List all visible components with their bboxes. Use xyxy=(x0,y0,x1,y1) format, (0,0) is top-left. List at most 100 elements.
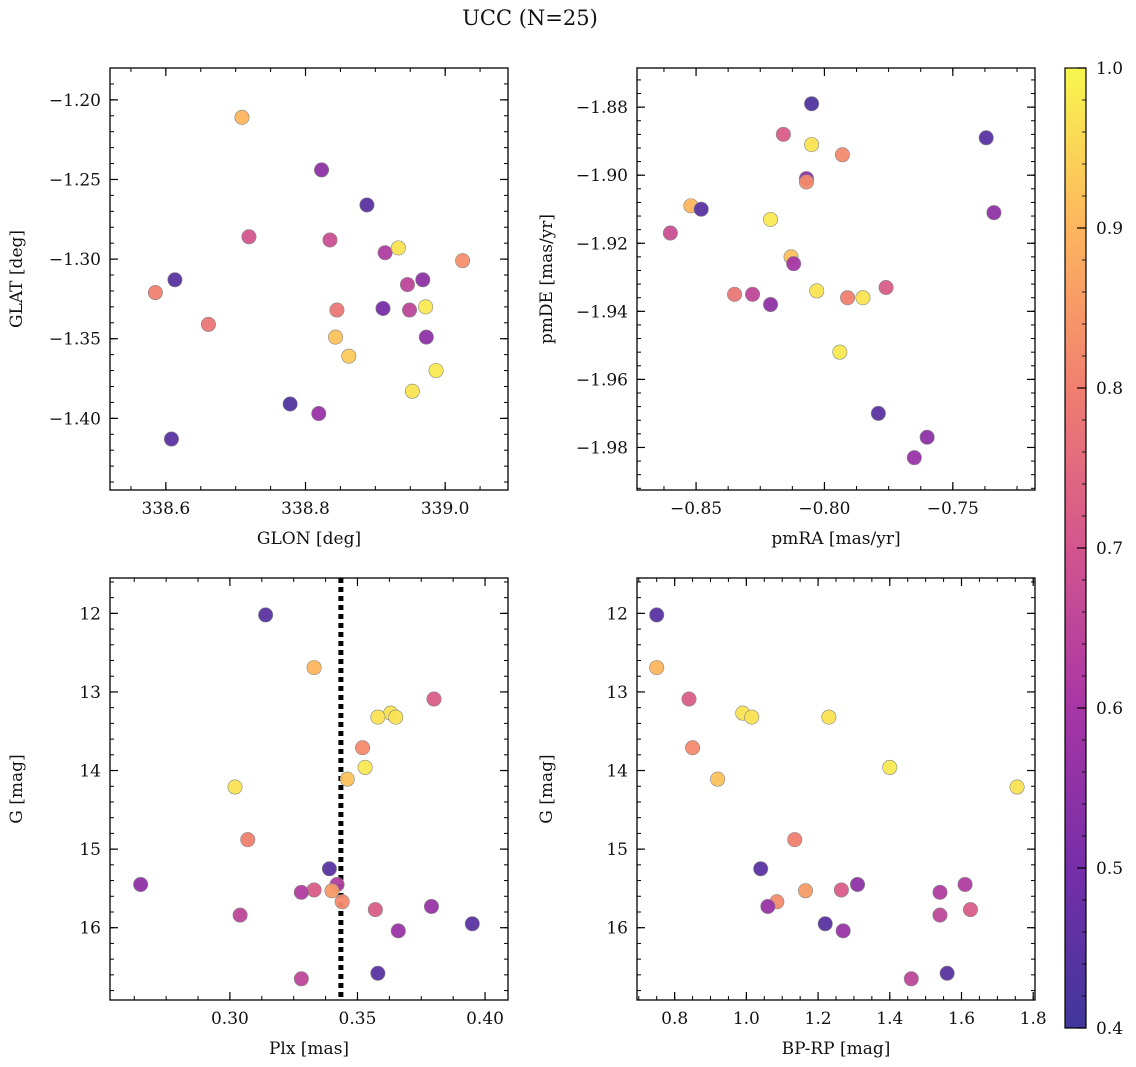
x-tick-label: 0.40 xyxy=(466,1009,504,1029)
data-point xyxy=(377,245,393,261)
data-point xyxy=(390,240,406,256)
y-tick-label: −1.92 xyxy=(576,234,628,254)
data-point xyxy=(464,916,480,932)
data-point xyxy=(306,882,322,898)
data-point xyxy=(399,277,415,293)
data-point xyxy=(787,832,803,848)
data-point xyxy=(962,902,978,918)
data-point xyxy=(359,197,375,213)
y-tick-label: 15 xyxy=(79,840,101,860)
y-tick-label: 12 xyxy=(79,604,101,624)
y-axis-label: GLAT [deg] xyxy=(7,230,27,328)
data-point xyxy=(339,771,355,787)
axes-frame xyxy=(636,67,1036,491)
data-point xyxy=(329,302,345,318)
data-point xyxy=(832,344,848,360)
data-point xyxy=(744,709,760,725)
x-axis-label: Plx [mas] xyxy=(269,1039,349,1059)
data-point xyxy=(882,759,898,775)
x-tick-label: 1.4 xyxy=(876,1009,903,1029)
data-point xyxy=(341,348,357,364)
data-point xyxy=(727,286,743,302)
data-point xyxy=(258,607,274,623)
data-point xyxy=(311,406,327,422)
data-point xyxy=(375,300,391,316)
data-point xyxy=(840,290,856,306)
y-tick-label: −1.98 xyxy=(576,438,628,458)
x-tick-label: 0.30 xyxy=(211,1009,249,1029)
data-point xyxy=(370,965,386,981)
data-point xyxy=(850,876,866,892)
y-tick-label: 12 xyxy=(606,604,628,624)
data-point xyxy=(388,709,404,725)
y-tick-label: −1.25 xyxy=(49,170,101,190)
colorbar-tick-label: 1.0 xyxy=(1096,59,1123,79)
data-point xyxy=(804,137,820,153)
data-point xyxy=(775,126,791,142)
data-point xyxy=(404,383,420,399)
panel-plx-g: 0.30 0.35 0.40 12 13 14 15 16 Plx [mas] G [mag] xyxy=(7,577,509,1059)
data-point xyxy=(978,130,994,146)
data-point xyxy=(328,329,344,345)
x-tick-label: 339.0 xyxy=(421,499,470,519)
colorbar: 0.4 0.5 0.6 0.7 0.8 0.9 1.0 xyxy=(1064,59,1123,1039)
data-point xyxy=(200,316,216,332)
data-point xyxy=(241,229,257,245)
data-point xyxy=(957,876,973,892)
x-axis-label: BP-RP [mag] xyxy=(782,1039,891,1059)
axes-frame xyxy=(109,67,509,491)
data-point xyxy=(649,607,665,623)
data-point xyxy=(786,256,802,272)
data-point xyxy=(293,971,309,987)
data-point xyxy=(322,232,338,248)
x-axis-label: GLON [deg] xyxy=(257,529,361,549)
data-point xyxy=(681,691,697,707)
data-point xyxy=(418,329,434,345)
data-point xyxy=(693,201,709,217)
data-point xyxy=(232,907,248,923)
y-tick-label: 16 xyxy=(606,919,628,939)
y-tick-label: 14 xyxy=(79,762,101,782)
data-point xyxy=(306,660,322,676)
data-point xyxy=(357,759,373,775)
colorbar-tick-label: 0.6 xyxy=(1096,699,1123,719)
data-point xyxy=(798,883,814,899)
data-point xyxy=(745,286,761,302)
y-tick-label: −1.40 xyxy=(49,409,101,429)
data-point xyxy=(763,297,779,313)
x-tick-label: 1.6 xyxy=(948,1009,975,1029)
data-point xyxy=(240,832,256,848)
data-point xyxy=(415,272,431,288)
y-axis-label: pmDE [mas/yr] xyxy=(537,214,557,344)
x-tick-label: −0.75 xyxy=(927,499,979,519)
data-point xyxy=(753,861,769,877)
y-tick-label: 13 xyxy=(79,683,101,703)
x-tick-label: 1.8 xyxy=(1020,1009,1047,1029)
data-point xyxy=(367,902,383,918)
axes-frame xyxy=(109,577,509,1001)
data-point xyxy=(324,883,340,899)
data-point xyxy=(855,290,871,306)
data-point xyxy=(835,923,851,939)
y-tick-label: 13 xyxy=(606,683,628,703)
y-tick-label: −1.96 xyxy=(576,370,628,390)
y-tick-label: −1.90 xyxy=(576,166,628,186)
data-point xyxy=(402,302,418,318)
data-point xyxy=(798,174,814,190)
x-tick-label: 0.8 xyxy=(661,1009,688,1029)
panel-bprp-g: 0.8 1.0 1.2 1.4 1.6 1.8 12 13 14 15 16 BP-RP [mag] G… xyxy=(537,577,1047,1059)
data-point xyxy=(833,882,849,898)
data-point xyxy=(334,894,350,910)
data-point xyxy=(710,771,726,787)
data-point xyxy=(423,898,439,914)
data-point xyxy=(763,211,779,227)
data-point xyxy=(932,907,948,923)
data-point xyxy=(932,884,948,900)
x-tick-label: 1.0 xyxy=(733,1009,760,1029)
y-tick-label: −1.35 xyxy=(49,330,101,350)
data-point xyxy=(147,285,163,301)
data-point xyxy=(314,162,330,178)
data-point xyxy=(167,272,183,288)
y-tick-label: −1.30 xyxy=(49,250,101,270)
